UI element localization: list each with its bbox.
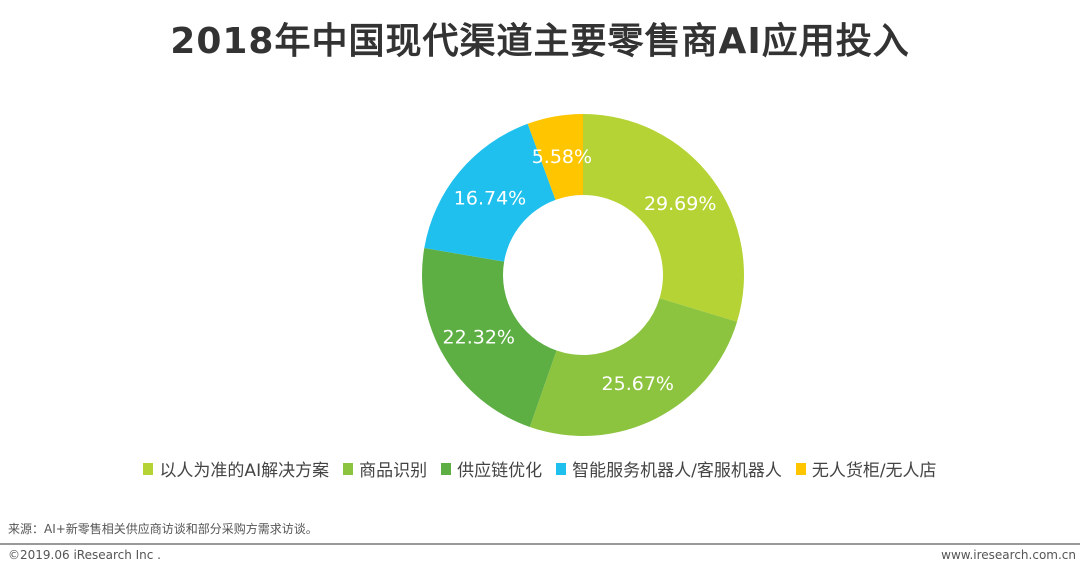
legend-swatch [795,462,806,475]
donut-segment [424,123,556,262]
copyright: ©2019.06 iResearch Inc . [8,548,161,562]
legend-item: 供应链优化 [441,456,542,481]
legend-item: 以人为准的AI解决方案 [143,456,329,481]
legend-label: 商品识别 [359,461,428,481]
donut-segment [527,114,583,200]
chart-title: 2018年中国现代渠道主要零售商AI应用投入 [170,21,910,62]
donut-chart: 29.69% 25.67% 22.32% 16.74% 5.58% [422,114,745,437]
legend-item: 商品识别 [343,456,427,481]
source-note: 来源：AI+新零售相关供应商访谈和部分采购方需求访谈。 [8,522,318,536]
data-label: 29.69% [644,193,716,215]
legend-label: 无人货柜/无人店 [811,461,937,481]
website: www.iresearch.com.cn [941,548,1076,562]
legend-label: 以人为准的AI解决方案 [159,461,330,481]
legend-swatch [556,462,567,475]
legend: 以人为准的AI解决方案 商品识别 供应链优化 智能服务机器人/客服机器人 无人货柜/无人… [0,456,1080,481]
legend-swatch [441,462,452,475]
donut-segment [583,114,745,322]
data-label: 5.58% [532,146,592,168]
donut-segment [422,248,557,427]
legend-swatch [143,462,154,475]
data-label: 16.74% [454,188,526,210]
footer-divider [0,543,1080,545]
legend-item: 无人货柜/无人店 [795,456,937,481]
data-label: 22.32% [443,326,515,348]
donut-segment [529,298,738,437]
legend-item: 智能服务机器人/客服机器人 [556,456,782,481]
legend-swatch [343,462,354,475]
data-label: 25.67% [602,373,674,395]
legend-label: 智能服务机器人/客服机器人 [572,461,782,481]
legend-label: 供应链优化 [457,461,543,481]
